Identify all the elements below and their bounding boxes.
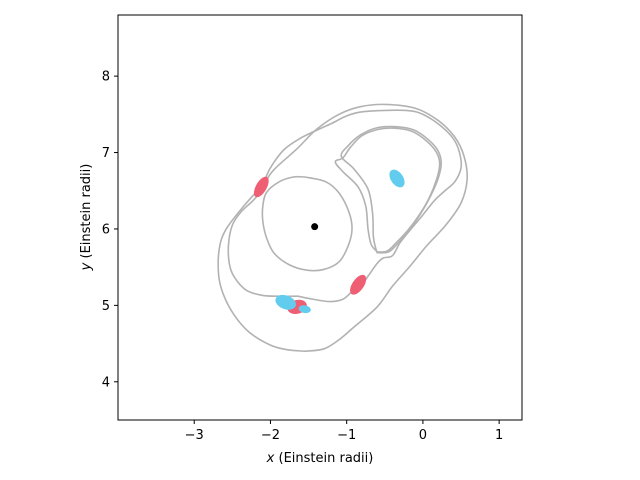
y-tick-label: 7 <box>102 146 110 161</box>
y-tick-label: 4 <box>102 375 110 390</box>
image-b <box>275 294 296 310</box>
y-tick-label: 8 <box>102 70 110 85</box>
caustic-right-loop-2 <box>340 125 443 254</box>
x-axis: −3 −2 −1 0 1 <box>185 420 503 443</box>
x-tick-label: −2 <box>261 428 280 443</box>
image-b <box>389 169 405 188</box>
lens-center-point <box>311 223 319 231</box>
critical-curve-outer <box>217 103 469 353</box>
plot-area <box>217 103 469 353</box>
image-a <box>350 274 367 295</box>
y-axis: 4 5 6 7 8 <box>102 70 118 390</box>
axes-frame <box>117 14 523 421</box>
image-b <box>298 305 311 314</box>
y-axis-label-text: (Einstein radii) <box>79 164 94 263</box>
y-axis-label-var: y <box>79 262 94 271</box>
y-tick-label: 5 <box>102 299 110 314</box>
x-axis-label: x (Einstein radii) <box>266 451 374 466</box>
y-axis-label: y (Einstein radii) <box>79 164 94 272</box>
x-axis-label-var: x <box>266 451 275 466</box>
x-tick-label: −3 <box>185 428 204 443</box>
image-a <box>253 176 269 198</box>
critical-curve-inner <box>227 109 463 303</box>
x-tick-label: −1 <box>337 428 356 443</box>
x-tick-label: 0 <box>419 428 427 443</box>
x-tick-label: 1 <box>495 428 503 443</box>
y-tick-label: 6 <box>102 222 110 237</box>
x-axis-label-text: (Einstein radii) <box>274 451 373 466</box>
caustic-inner-loop <box>261 175 353 272</box>
